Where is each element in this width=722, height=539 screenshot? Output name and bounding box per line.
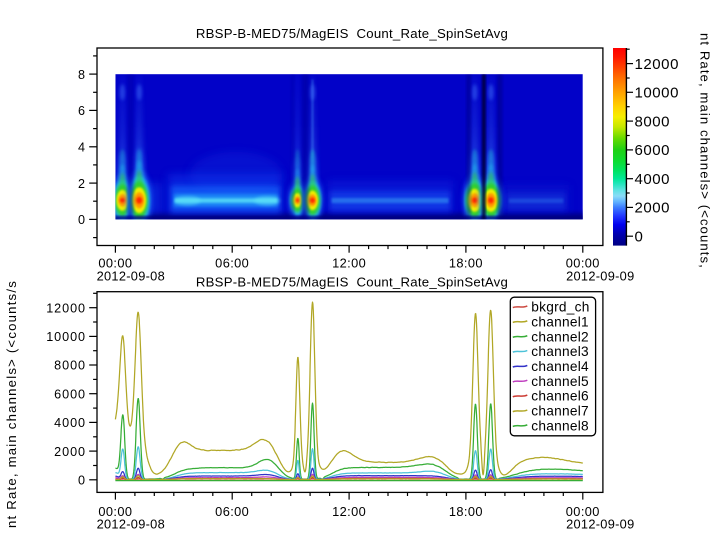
svg-text:00:00: 00:00 (566, 255, 600, 270)
svg-text:channel1: channel1 (531, 314, 589, 329)
svg-text:18:00: 18:00 (449, 255, 483, 270)
svg-text:channel8: channel8 (531, 418, 589, 433)
svg-text:00:00: 00:00 (98, 255, 132, 270)
svg-text:bkgrd_ch: bkgrd_ch (531, 300, 589, 315)
svg-text:06:00: 06:00 (215, 504, 249, 519)
svg-text:channel2: channel2 (531, 329, 589, 344)
svg-text:RBSP-B-MED75/MagEIS Count_Rat: RBSP-B-MED75/MagEIS Count_Rate_SpinSetAv… (196, 26, 508, 41)
svg-text:4: 4 (78, 140, 86, 154)
svg-text:6000: 6000 (635, 142, 671, 159)
svg-text:06:00: 06:00 (215, 255, 249, 270)
svg-text:2000: 2000 (635, 200, 671, 217)
svg-text:2: 2 (78, 177, 86, 191)
svg-text:0: 0 (78, 474, 86, 488)
svg-text:2012-09-08: 2012-09-08 (97, 516, 165, 531)
svg-text:2012-09-09: 2012-09-09 (566, 516, 634, 531)
svg-text:0: 0 (78, 213, 86, 227)
svg-text:2012-09-09: 2012-09-09 (566, 269, 634, 284)
svg-text:channel3: channel3 (531, 344, 589, 359)
svg-text:00:00: 00:00 (98, 504, 132, 519)
svg-text:2012-09-08: 2012-09-08 (97, 269, 165, 284)
svg-text:RBSP-B-MED75/MagEIS Count_Rat: RBSP-B-MED75/MagEIS Count_Rate_SpinSetAv… (196, 275, 508, 290)
svg-text:8: 8 (78, 68, 86, 82)
svg-text:channel6: channel6 (531, 389, 589, 404)
svg-text:10000: 10000 (635, 85, 679, 102)
svg-text:0: 0 (635, 228, 644, 245)
svg-text:4000: 4000 (54, 416, 86, 430)
svg-text:6: 6 (78, 104, 86, 118)
svg-text:8000: 8000 (635, 113, 671, 130)
svg-text:8000: 8000 (54, 359, 86, 373)
svg-text:10000: 10000 (46, 330, 86, 344)
svg-text:2000: 2000 (54, 445, 86, 459)
svg-text:00:00: 00:00 (566, 504, 600, 519)
svg-text:channel4: channel4 (531, 359, 589, 374)
svg-text:12:00: 12:00 (332, 504, 366, 519)
svg-text:12000: 12000 (46, 301, 86, 315)
svg-text:6000: 6000 (54, 387, 86, 401)
svg-text:4000: 4000 (635, 171, 671, 188)
svg-text:18:00: 18:00 (449, 504, 483, 519)
svg-text:nt Rate, main channels> (<coun: nt Rate, main channels> (<counts, (698, 33, 713, 268)
svg-text:12:00: 12:00 (332, 255, 366, 270)
svg-text:nt Rate, main channels> (<coun: nt Rate, main channels> (<counts/s (4, 281, 19, 528)
svg-text:channel5: channel5 (531, 374, 589, 389)
svg-text:channel7: channel7 (531, 404, 589, 419)
svg-text:12000: 12000 (635, 56, 679, 73)
